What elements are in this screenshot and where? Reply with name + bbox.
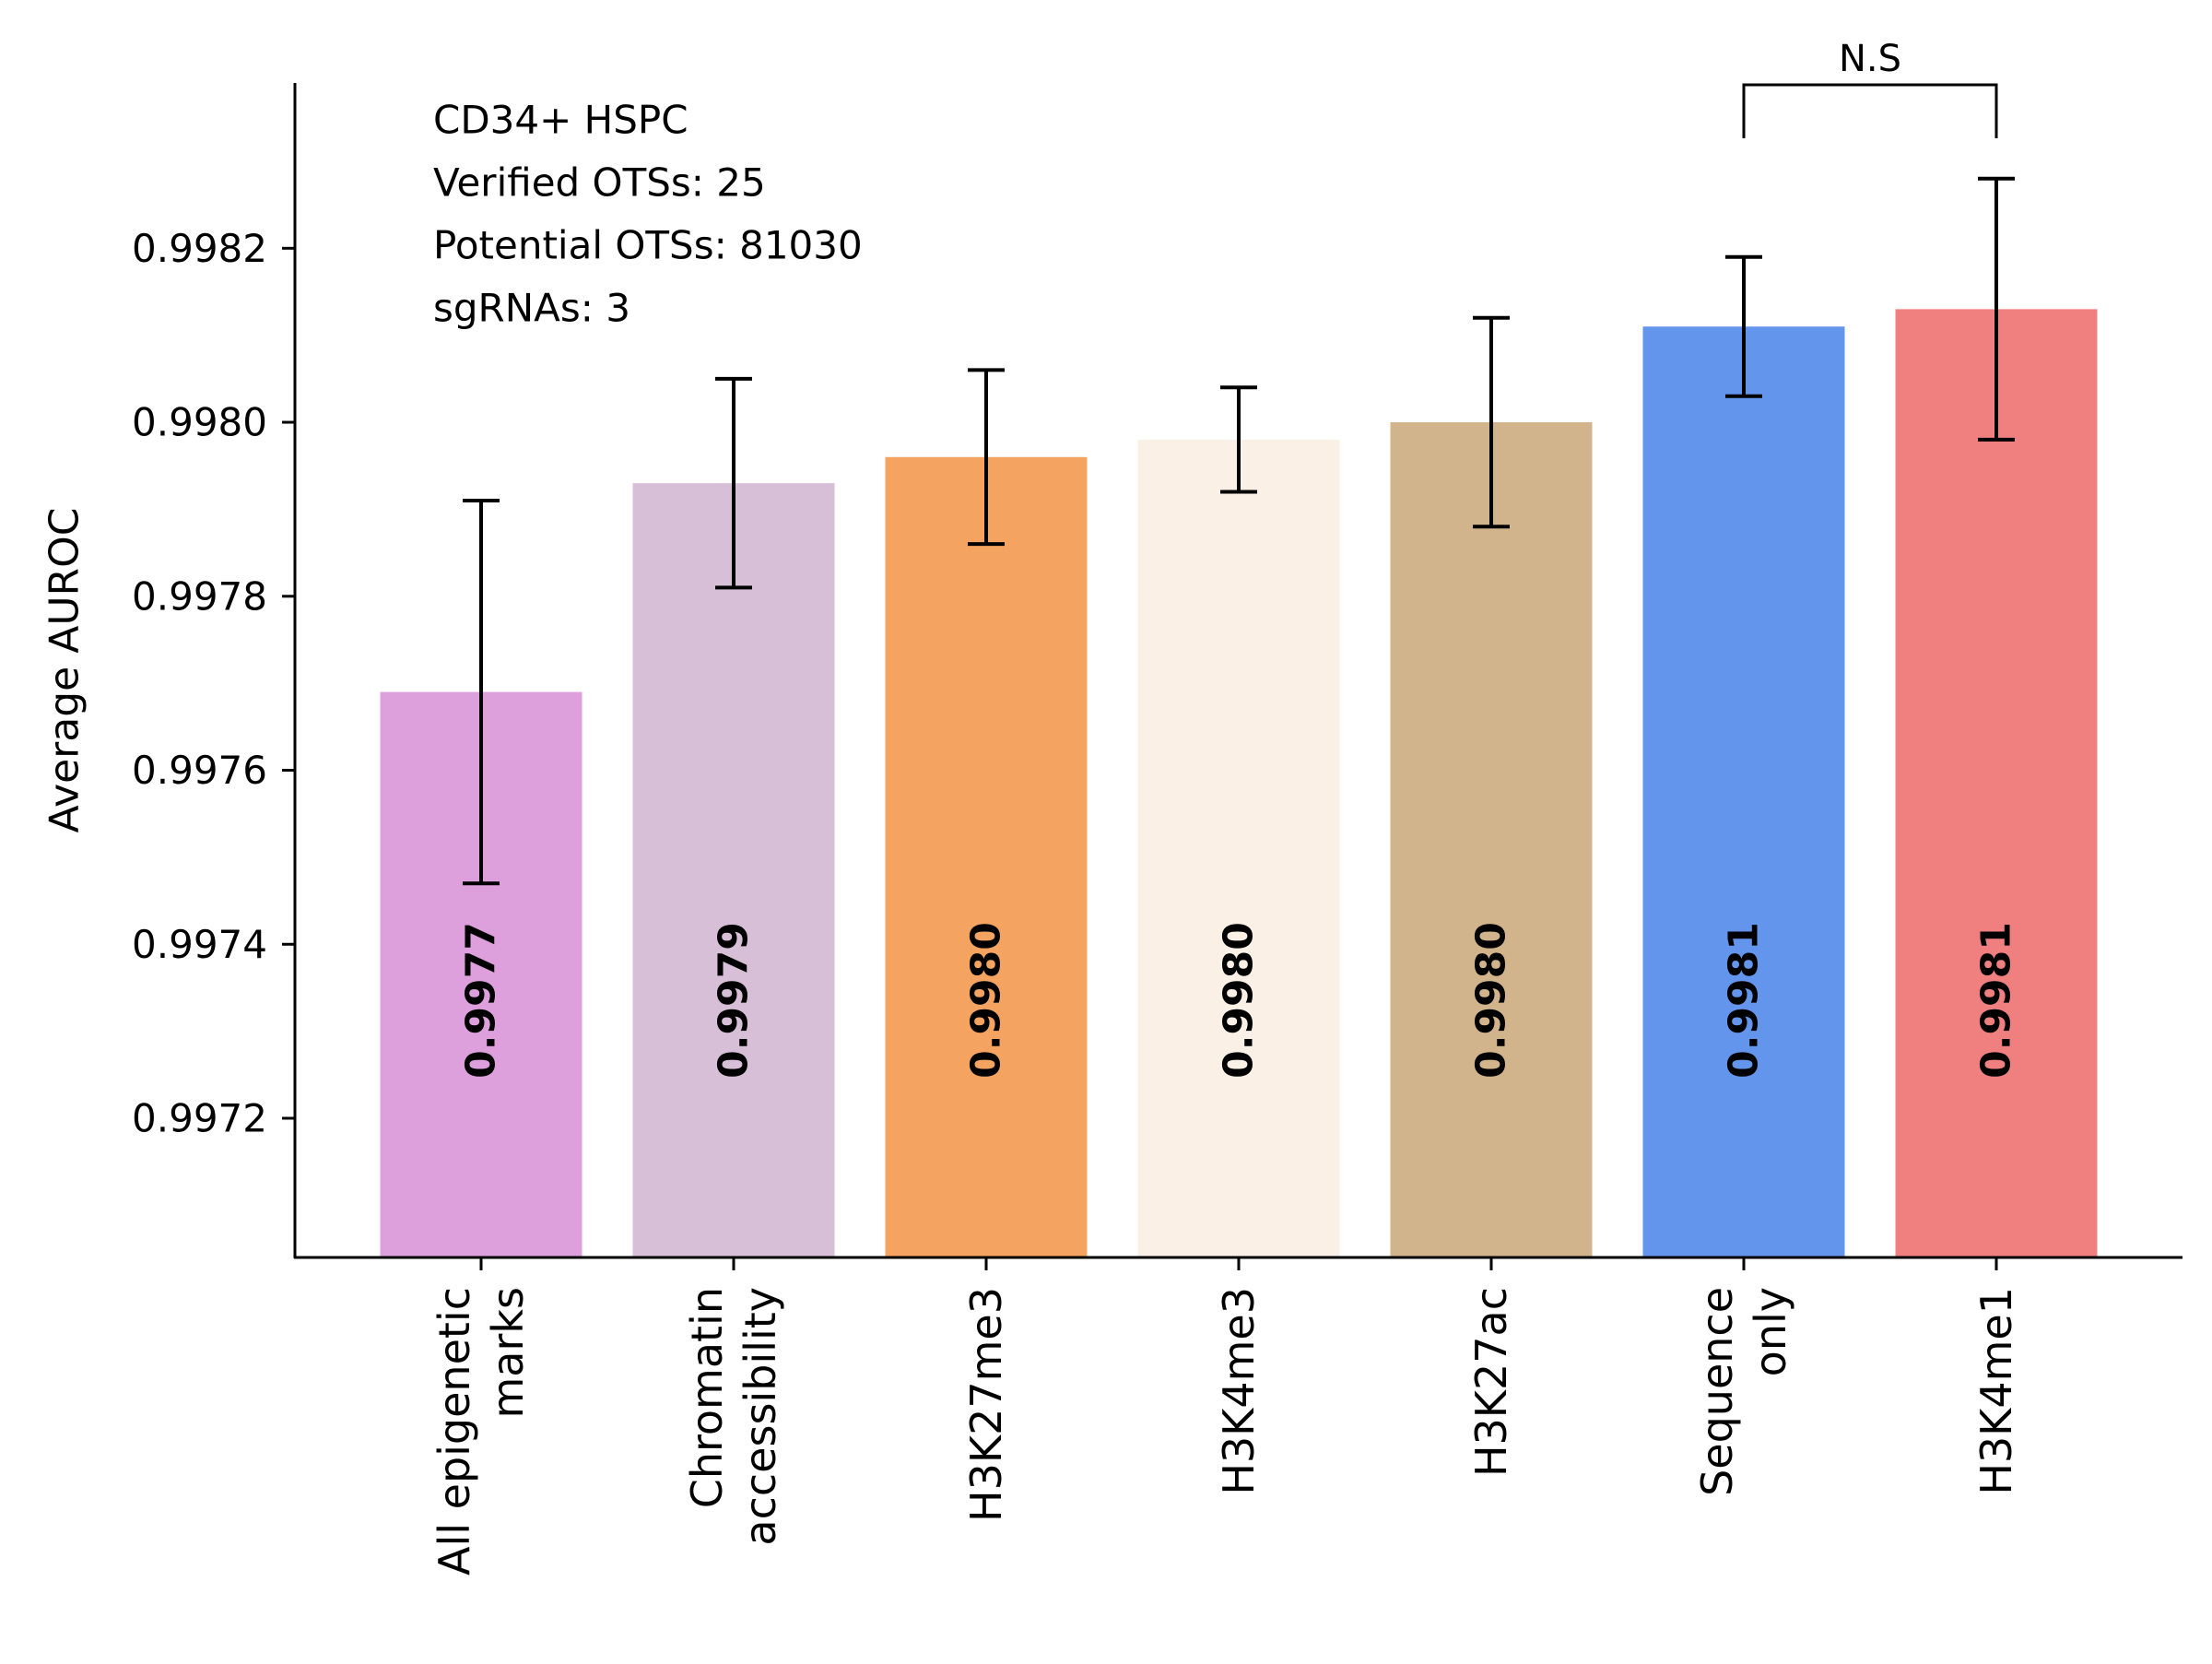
bar-2 xyxy=(632,483,835,1257)
annotation-line-1: CD34+ HSPC xyxy=(433,98,688,143)
bar-value-label-2: 0.9979 xyxy=(711,922,758,1079)
x-tick-label-4-line-1: H3K4me3 xyxy=(1214,1287,1264,1495)
x-tick-label-1-line-2: marks xyxy=(483,1287,533,1419)
bar-value-label-1: 0.9977 xyxy=(458,922,505,1079)
significance-label: N.S xyxy=(1839,38,1901,80)
x-tick-label-2-line-1: Chromatin xyxy=(682,1287,732,1508)
x-tick-label-7-line-1: H3K4me1 xyxy=(1971,1287,2021,1495)
bar-value-label-7: 0.9981 xyxy=(1973,922,2020,1079)
y-tick-label-6: 0.9982 xyxy=(132,226,267,271)
bar-value-label-6: 0.9981 xyxy=(1721,922,1768,1079)
bar-value-label-5: 0.9980 xyxy=(1468,922,1515,1079)
x-tick-label-5-line-1: H3K27ac xyxy=(1466,1287,1516,1477)
annotation-line-2: Verified OTSs: 25 xyxy=(433,160,766,206)
y-tick-label-1: 0.9972 xyxy=(132,1096,267,1141)
y-tick-label-2: 0.9974 xyxy=(132,922,267,967)
annotation-line-3: Potential OTSs: 81030 xyxy=(433,223,863,268)
x-tick-label-6-line-2: only xyxy=(1746,1287,1795,1376)
bar-3 xyxy=(885,456,1088,1257)
y-axis-title: Average AUROC xyxy=(41,508,88,833)
y-tick-label-4: 0.9978 xyxy=(132,573,267,619)
y-tick-label-5: 0.9980 xyxy=(132,400,267,445)
x-tick-label-6-line-1: Sequence xyxy=(1692,1287,1742,1496)
annotation-line-4: sgRNAs: 3 xyxy=(433,286,630,331)
bar-6 xyxy=(1642,326,1845,1257)
x-tick-label-1-line-1: All epigenetic xyxy=(429,1287,479,1575)
bar-value-label-3: 0.9980 xyxy=(963,922,1010,1079)
x-tick-label-2-line-2: accessibility xyxy=(735,1287,785,1546)
significance-bracket xyxy=(1742,83,1998,138)
y-tick-label-3: 0.9976 xyxy=(132,748,267,793)
x-tick-label-3-line-1: H3K27me3 xyxy=(961,1287,1011,1522)
bar-5 xyxy=(1390,422,1593,1257)
bar-4 xyxy=(1137,439,1340,1257)
bar-7 xyxy=(1895,309,2098,1257)
bar-value-label-4: 0.9980 xyxy=(1216,922,1263,1079)
